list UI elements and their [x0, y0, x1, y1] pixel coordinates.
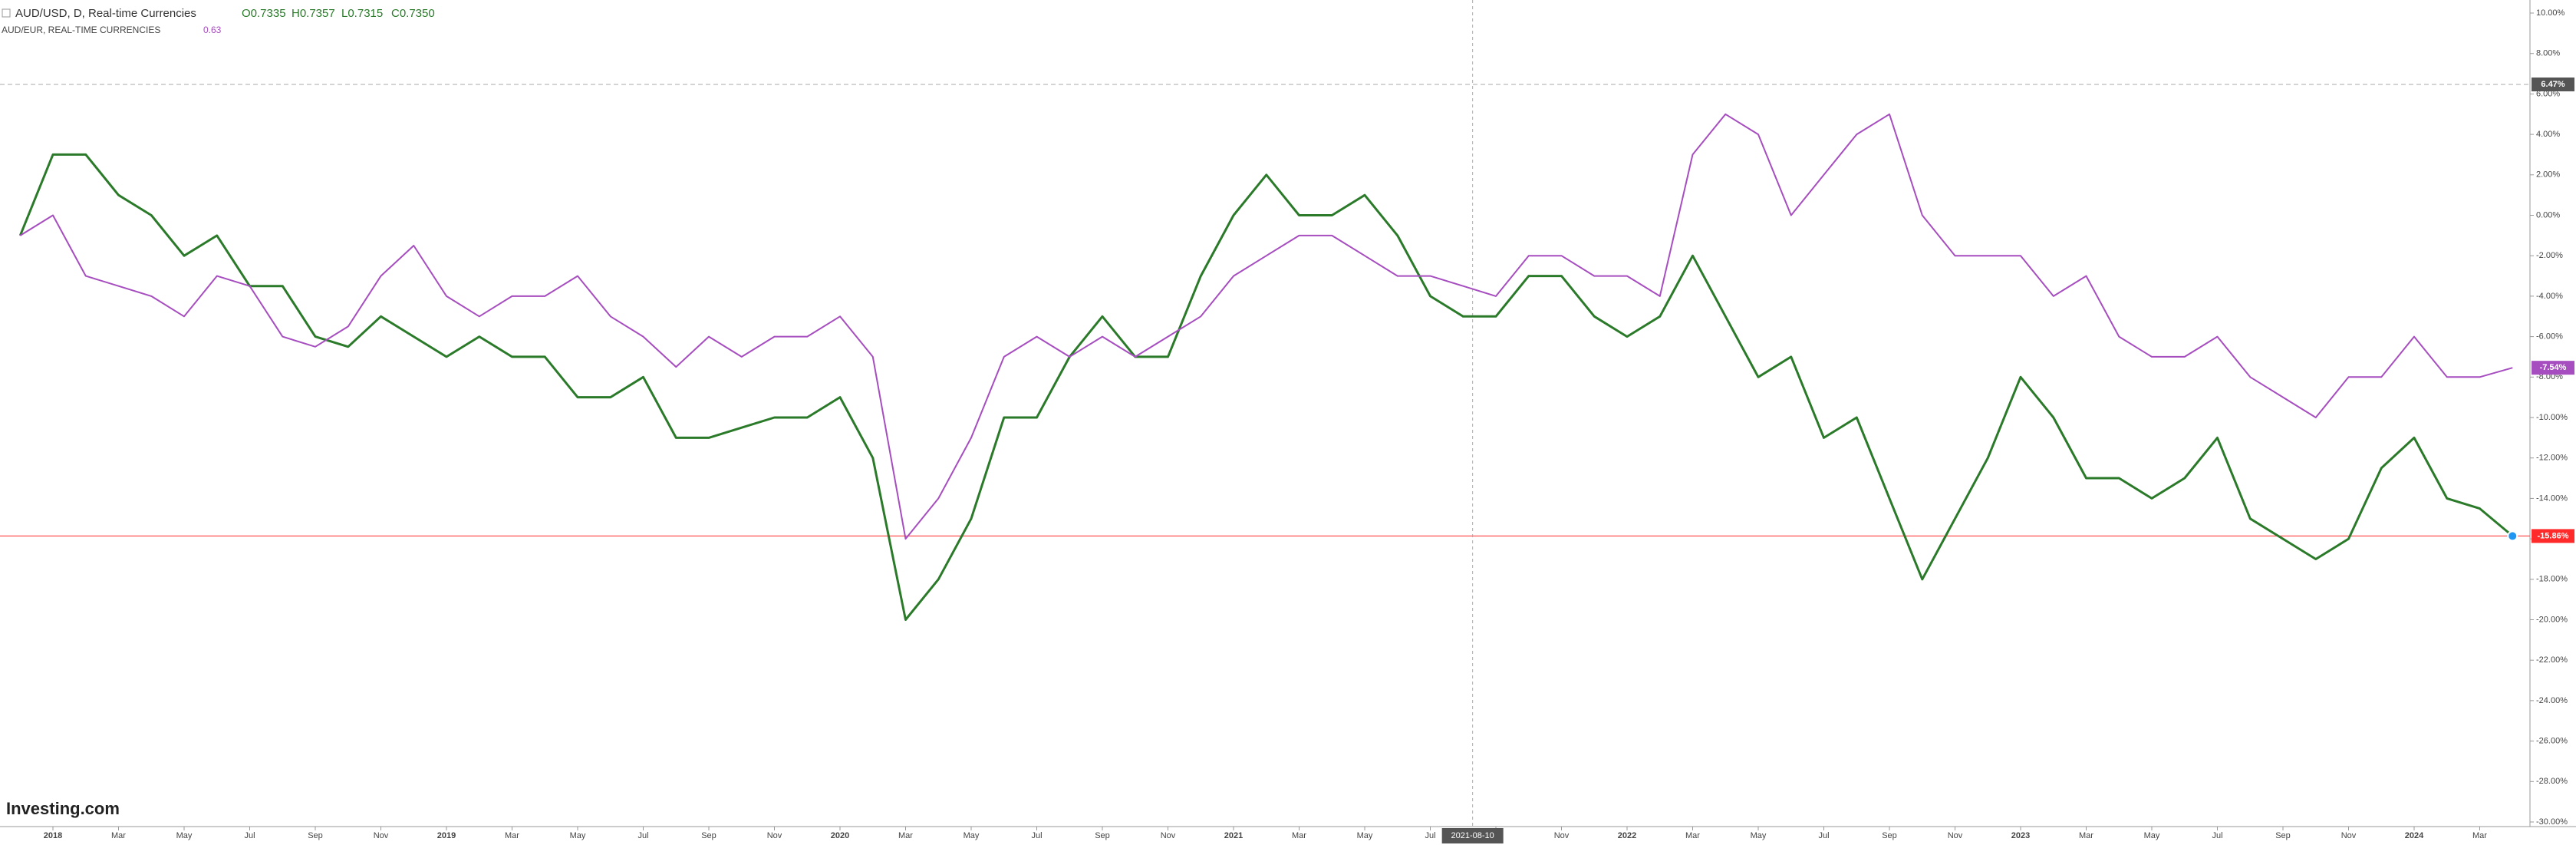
y-tick-label: -30.00% — [2536, 817, 2568, 827]
logo: Investing.com — [6, 799, 120, 818]
x-tick-label: Sep — [308, 831, 323, 840]
x-tick-label: Jul — [2212, 831, 2222, 840]
x-tick-label: Nov — [2341, 831, 2357, 840]
ohlc-high: H0.7357 — [292, 7, 335, 20]
legend-series-2-value: 0.63 — [203, 25, 222, 35]
x-tick-label: Nov — [767, 831, 782, 840]
price-label-box — [2532, 78, 2574, 92]
x-tick-label: May — [1357, 831, 1373, 840]
y-tick-label: 8.00% — [2536, 49, 2560, 58]
y-tick-label: -26.00% — [2536, 737, 2568, 746]
ohlc-close: C0.7350 — [391, 7, 435, 20]
x-tick-label: 2018 — [44, 831, 62, 840]
x-tick-label: Sep — [701, 831, 716, 840]
x-tick-label: Jul — [1425, 831, 1435, 840]
x-tick-label: Nov — [1948, 831, 1963, 840]
legend: AUD/USD, D, Real-time Currencies O0.7335… — [2, 7, 435, 35]
price-label: 6.47% — [2541, 80, 2564, 89]
y-tick-label: -8.00% — [2536, 372, 2563, 381]
price-label: -7.54% — [2540, 363, 2567, 372]
x-tick-label: Nov — [1554, 831, 1570, 840]
ohlc-low: L0.7315 — [341, 7, 383, 20]
x-tick-label: 2022 — [1618, 831, 1636, 840]
y-tick-label: -20.00% — [2536, 615, 2568, 624]
x-tick-label: Nov — [1161, 831, 1176, 840]
y-tick-label: 0.00% — [2536, 210, 2560, 220]
x-tick-label: Mar — [1292, 831, 1306, 840]
y-tick-label: 6.00% — [2536, 89, 2560, 98]
ohlc-open: O0.7335 — [242, 7, 286, 20]
x-tick-label: 2020 — [831, 831, 849, 840]
price-label-box — [2532, 361, 2574, 375]
x-tick-label: 2023 — [2011, 831, 2030, 840]
x-tick-label: May — [2144, 831, 2160, 840]
x-tick-label: Mar — [111, 831, 126, 840]
x-tick-label: 2019 — [437, 831, 456, 840]
x-tick-label: Mar — [898, 831, 913, 840]
y-tick-label: -12.00% — [2536, 454, 2568, 463]
x-tick-label: Jul — [1818, 831, 1829, 840]
x-tick-label: Jul — [637, 831, 648, 840]
legend-series-2: AUD/EUR, REAL-TIME CURRENCIES — [2, 25, 160, 35]
y-tick-label: -14.00% — [2536, 493, 2568, 503]
x-tick-label: May — [964, 831, 980, 840]
crosshair-label: 2021-08-10 — [1451, 831, 1494, 840]
crosshair-label-box — [1441, 828, 1504, 843]
price-label-box — [2532, 529, 2574, 543]
x-tick-label: Sep — [1882, 831, 1897, 840]
y-tick-label: -24.00% — [2536, 696, 2568, 705]
y-tick-label: 10.00% — [2536, 8, 2565, 18]
y-tick-label: 2.00% — [2536, 170, 2560, 180]
x-tick-label: 2024 — [2405, 831, 2424, 840]
legend-title: AUD/USD, D, Real-time Currencies — [15, 7, 196, 20]
x-tick-label: Sep — [1095, 831, 1110, 840]
x-tick-label: Jul — [1031, 831, 1042, 840]
x-tick-label: May — [1751, 831, 1767, 840]
x-tick-label: May — [176, 831, 193, 840]
x-tick-label: Nov — [374, 831, 389, 840]
x-tick-label: Mar — [1685, 831, 1700, 840]
y-tick-label: -28.00% — [2536, 777, 2568, 786]
x-tick-label: Sep — [2275, 831, 2291, 840]
x-tick-label: Mar — [2472, 831, 2487, 840]
series-line — [19, 113, 2513, 540]
y-tick-label: -2.00% — [2536, 251, 2563, 260]
collapse-icon[interactable] — [2, 8, 11, 18]
y-tick-label: -22.00% — [2536, 655, 2568, 665]
price-label: -15.86% — [2538, 531, 2569, 540]
y-tick-label: -18.00% — [2536, 575, 2568, 584]
y-tick-label: -6.00% — [2536, 332, 2563, 342]
series-line — [18, 153, 2514, 621]
y-tick-label: -10.00% — [2536, 413, 2568, 422]
x-tick-label: Jul — [244, 831, 255, 840]
x-tick-label: Mar — [2079, 831, 2093, 840]
x-tick-label: 2021 — [1224, 831, 1243, 840]
y-tick-label: 4.00% — [2536, 130, 2560, 139]
y-tick-label: -4.00% — [2536, 292, 2563, 301]
x-tick-label: May — [570, 831, 586, 840]
last-point — [2507, 530, 2518, 542]
x-tick-label: Mar — [505, 831, 519, 840]
